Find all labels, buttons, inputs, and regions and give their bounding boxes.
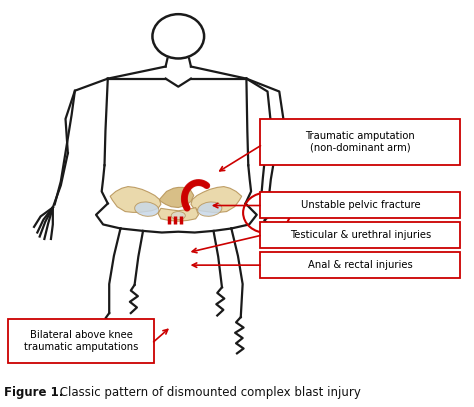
Polygon shape — [158, 208, 199, 221]
Ellipse shape — [171, 212, 185, 220]
Text: Figure 1.: Figure 1. — [4, 386, 64, 399]
Text: Testicular & urethral injuries: Testicular & urethral injuries — [290, 230, 431, 240]
Ellipse shape — [135, 202, 159, 216]
Polygon shape — [159, 187, 194, 208]
Text: Traumatic amputation
(non-dominant arm): Traumatic amputation (non-dominant arm) — [305, 131, 415, 153]
Text: Classic pattern of dismounted complex blast injury: Classic pattern of dismounted complex bl… — [56, 386, 361, 399]
FancyBboxPatch shape — [261, 222, 460, 248]
FancyBboxPatch shape — [261, 119, 460, 165]
Polygon shape — [191, 186, 242, 212]
FancyBboxPatch shape — [8, 319, 154, 363]
Text: Anal & rectal injuries: Anal & rectal injuries — [308, 260, 413, 270]
FancyBboxPatch shape — [261, 192, 460, 219]
Polygon shape — [110, 186, 161, 212]
Text: Bilateral above knee
traumatic amputations: Bilateral above knee traumatic amputatio… — [24, 330, 138, 352]
Ellipse shape — [198, 202, 222, 216]
FancyBboxPatch shape — [261, 252, 460, 278]
Text: Unstable pelvic fracture: Unstable pelvic fracture — [301, 200, 420, 210]
